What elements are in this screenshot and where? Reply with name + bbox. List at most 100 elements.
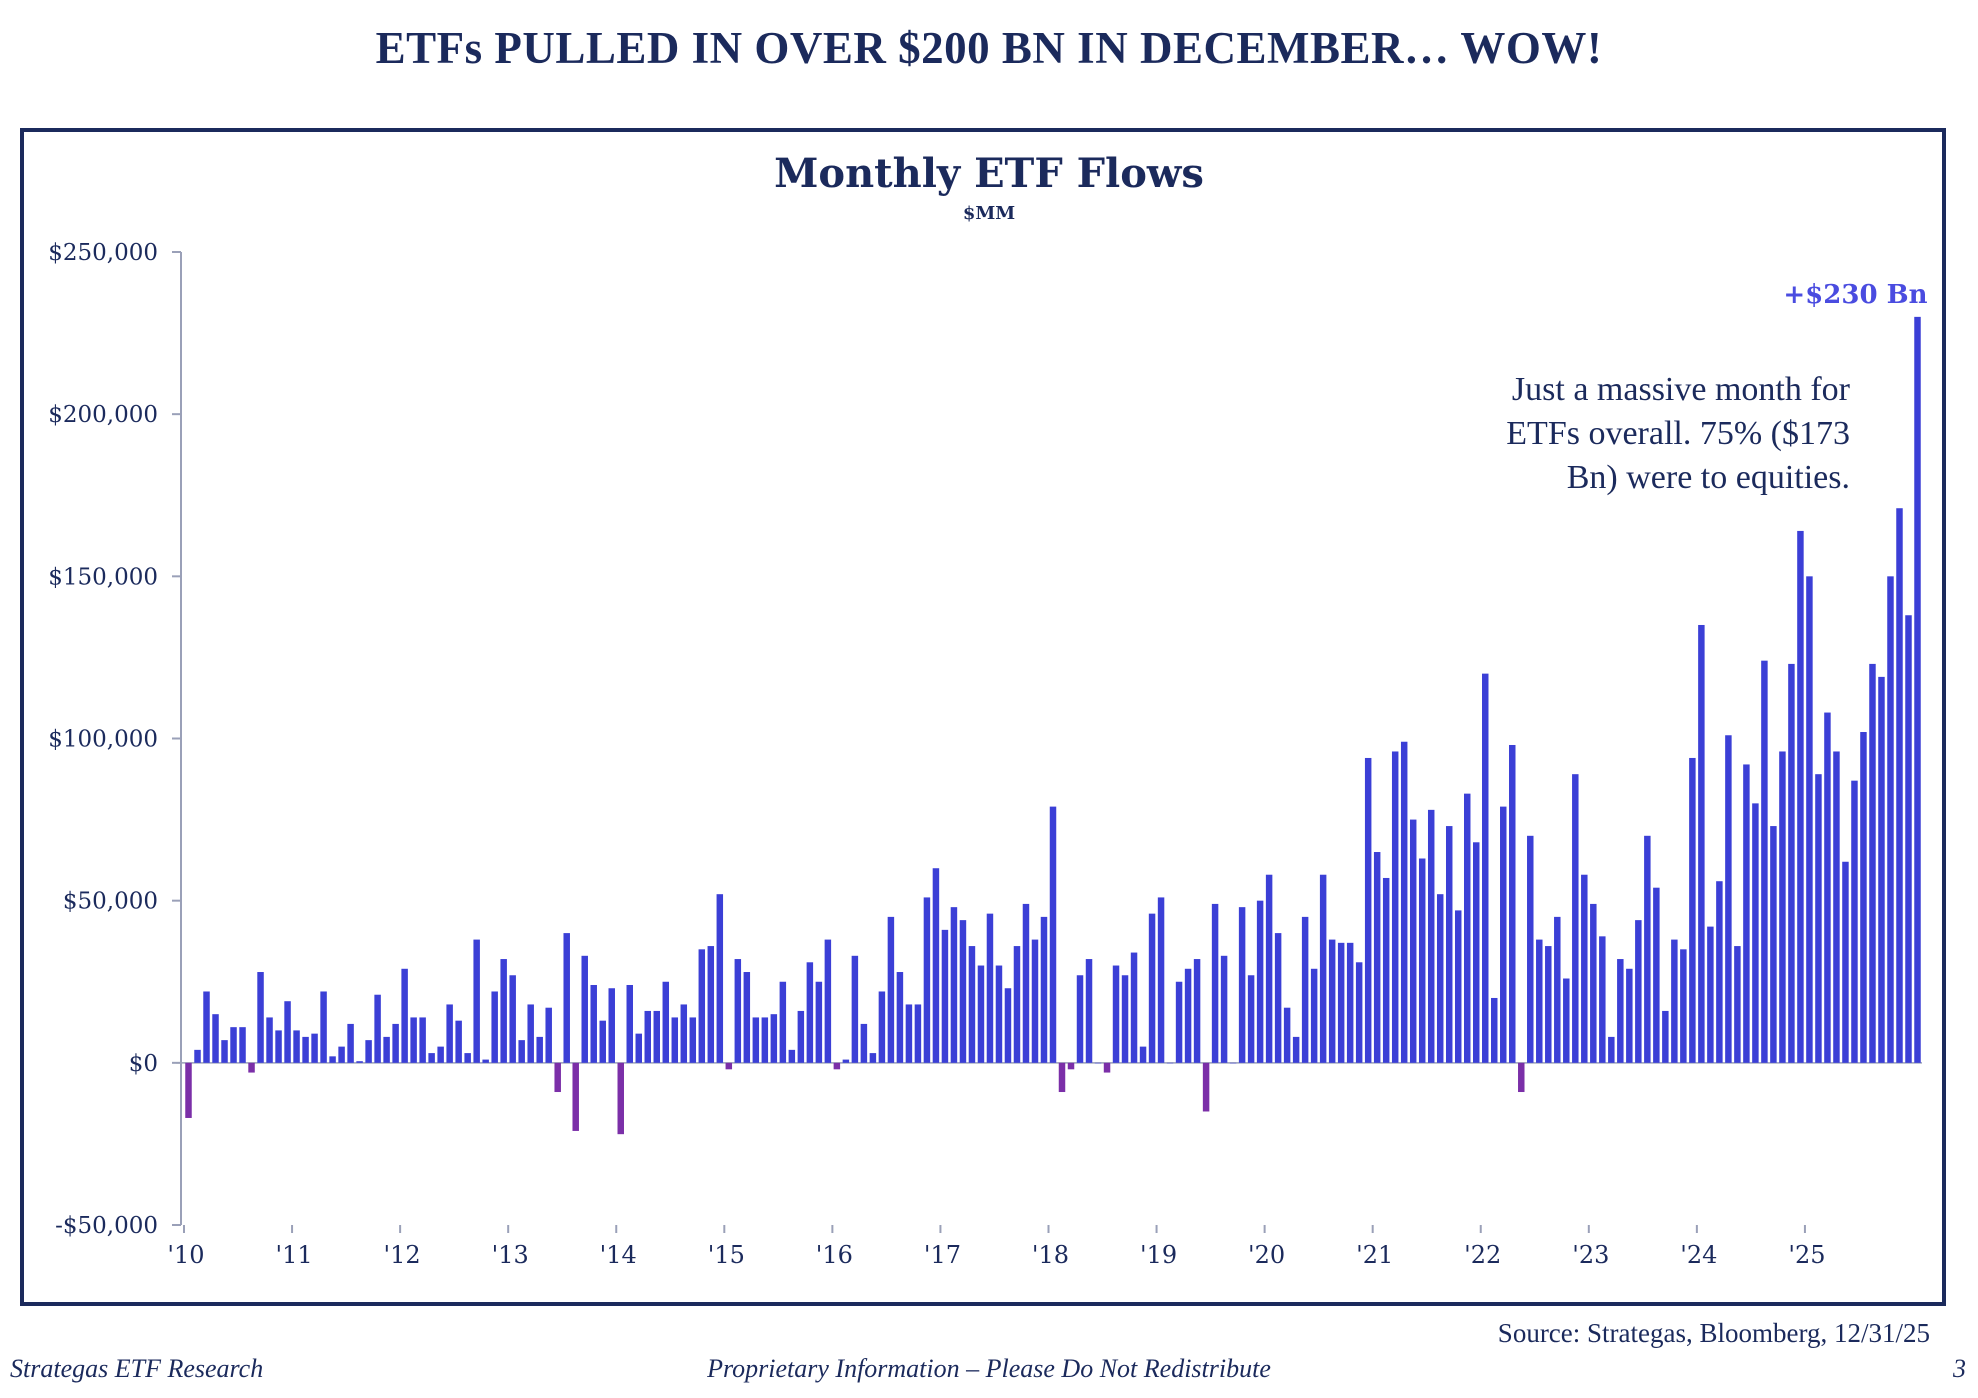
inflow-bar [851,955,859,1063]
inflow-bar [815,981,823,1063]
inflow-bar [1229,1062,1237,1064]
inflow-bar [698,949,706,1063]
inflow-bar [1626,968,1633,1063]
inflow-bar [203,991,210,1063]
inflow-bar [887,916,895,1063]
chart-frame [20,128,1946,1306]
inflow-bar [266,1017,273,1063]
inflow-bar [1328,939,1336,1063]
inflow-bar [1004,988,1012,1063]
x-tick-label: '14 [600,1241,637,1269]
inflow-bar [842,1059,850,1063]
inflow-bar [1112,965,1120,1063]
inflow-bar [599,1020,606,1063]
inflow-bar [293,1030,300,1063]
inflow-bar [752,1017,760,1063]
annotation-line-1: Just a massive month for [1511,371,1850,408]
inflow-bar [680,1004,688,1063]
outflow-bar [248,1062,255,1073]
y-tick-label: $250,000 [48,240,158,266]
x-tick-label: '10 [167,1241,204,1269]
inflow-bar [1337,942,1345,1063]
inflow-bar [860,1023,868,1063]
annotation-line-2: ETFs overall. 75% ($173 [1506,415,1850,452]
inflow-bar [1076,975,1084,1063]
inflow-bar [1193,959,1201,1063]
peak-value-label: +$230 Bn [1783,280,1927,310]
inflow-bar [1896,508,1903,1063]
inflow-bar [1491,997,1498,1063]
inflow-bar [914,1004,922,1063]
y-tick-label: $100,000 [48,727,158,753]
inflow-bar [464,1053,471,1063]
inflow-bar [1752,803,1759,1063]
inflow-bar [761,1017,769,1063]
inflow-bar [392,1023,399,1063]
inflow-bar [995,965,1003,1063]
inflow-bar [419,1017,426,1063]
chart-title: Monthly ETF Flows [774,150,1204,197]
inflow-bar [1707,926,1714,1063]
inflow-bar [770,1014,778,1063]
x-tick-label: '19 [1140,1241,1177,1269]
inflow-bar [1725,735,1732,1063]
inflow-bar [1914,316,1921,1063]
inflow-bar [1608,1036,1615,1063]
inflow-bar [1166,1062,1174,1064]
inflow-bar [1445,826,1453,1063]
inflow-bar [1022,903,1030,1063]
x-tick-label: '18 [1032,1241,1069,1269]
page-headline: ETFs PULLED IN OVER $200 BN IN DECEMBER…… [375,23,1603,73]
inflow-bar [347,1023,354,1063]
inflow-bar [1770,826,1777,1063]
inflow-bar [1842,861,1849,1063]
inflow-bar [1211,903,1219,1063]
inflow-bar [986,913,994,1063]
footer-disclaimer: Proprietary Information – Please Do Not … [707,1354,1271,1383]
inflow-bar [626,984,633,1063]
inflow-bar [1824,712,1831,1063]
outflow-bar [1067,1062,1075,1070]
inflow-bar [635,1033,642,1063]
outflow-bar [572,1062,579,1131]
inflow-bar [338,1046,345,1063]
inflow-bar [1851,780,1858,1063]
inflow-bar [1887,576,1894,1063]
inflow-bar [1833,751,1840,1063]
inflow-bar [527,1004,534,1063]
inflow-bar [1536,939,1543,1063]
inflow-bar [410,1017,417,1063]
inflow-bar [1662,1010,1669,1063]
inflow-bar [1427,809,1435,1063]
outflow-bar [1518,1062,1525,1093]
inflow-bar [1869,663,1876,1063]
inflow-bar [1860,732,1867,1063]
inflow-bar [401,968,408,1063]
inflow-bar [1040,916,1048,1063]
inflow-bar [1391,751,1399,1063]
inflow-bar [689,1017,697,1063]
inflow-bar [194,1049,201,1063]
inflow-bar [959,920,967,1063]
inflow-bar [356,1061,363,1063]
inflow-bar [824,939,832,1063]
inflow-bar [788,1049,796,1063]
inflow-bar [878,991,886,1063]
inflow-bar [743,972,751,1063]
inflow-bar [1436,894,1444,1063]
inflow-bar [482,1059,489,1063]
inflow-bar [257,972,264,1063]
outflow-bar [1103,1062,1111,1073]
inflow-bar [239,1027,246,1063]
inflow-bar [1644,835,1651,1063]
inflow-bar [896,972,904,1063]
inflow-bar [563,933,570,1063]
inflow-bar [1635,920,1642,1063]
inflow-bar [941,929,949,1063]
inflow-bar [1409,819,1417,1063]
outflow-bar [725,1062,733,1070]
inflow-bar [1274,933,1282,1063]
inflow-bar [1355,962,1363,1063]
x-tick-label: '13 [492,1241,529,1269]
